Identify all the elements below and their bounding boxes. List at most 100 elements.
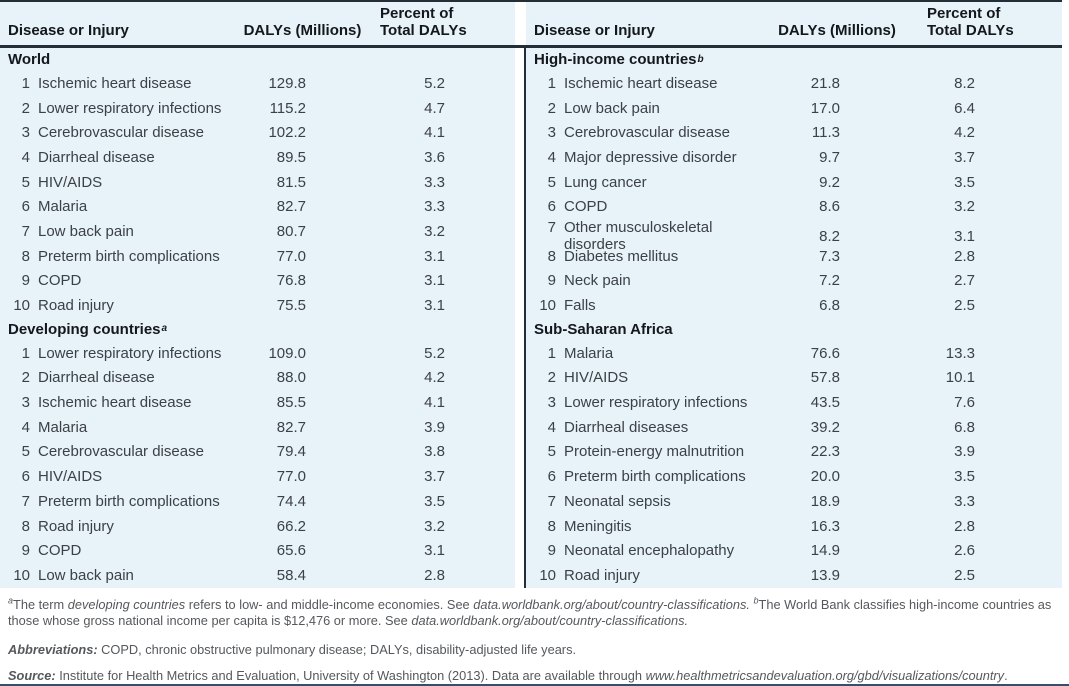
- row-dalys-value: 89.5: [276, 148, 306, 166]
- row-dalys-value: 88.0: [276, 369, 306, 387]
- row-dalys-value: 85.5: [276, 394, 306, 412]
- footnote-b-text: The World Bank classifies high-income co…: [8, 597, 1052, 628]
- footnote-b-url: data.worldbank.org/about/country-classif…: [411, 613, 689, 628]
- row-percent-value: 3.3: [954, 492, 975, 510]
- footnote-a-url: data.worldbank.org/about/country-classif…: [473, 597, 750, 612]
- row-rank: 7: [547, 219, 556, 237]
- row-disease-name: HIV/AIDS: [564, 369, 629, 387]
- row-name-cell: 2 Diarrheal disease: [0, 369, 240, 386]
- row-percent-value: 2.6: [954, 542, 975, 560]
- row-name-cell: 3 Cerebrovascular disease: [526, 124, 762, 141]
- row-name-cell: 9 Neck pain: [526, 272, 762, 289]
- row-rank: 8: [21, 247, 30, 265]
- row-percent-value: 3.1: [424, 247, 445, 265]
- row-name-cell: 3 Lower respiratory infections: [526, 394, 762, 411]
- row-disease-name: COPD: [564, 198, 608, 216]
- table-body: World 1 Ischemic heart disease 129.8 5.2 2 Low…: [0, 48, 1062, 588]
- row-percent-value: 3.9: [424, 418, 445, 436]
- row-disease-name: HIV/AIDS: [38, 173, 103, 191]
- row-percent-value: 2.8: [954, 247, 975, 265]
- row-name-cell: 8 Meningitis: [526, 518, 762, 535]
- dalys-table: Disease or Injury DALYs (Millions) Perce…: [0, 0, 1062, 590]
- panel-left: World 1 Ischemic heart disease 129.8 5.2 2 Low…: [0, 48, 515, 588]
- row-disease-name: Neonatal encephalopathy: [564, 542, 735, 560]
- header-gap: [515, 2, 526, 45]
- row-rank: 4: [547, 418, 556, 436]
- row-disease-name: Cerebrovascular disease: [38, 443, 204, 461]
- table-row: 6 HIV/AIDS 77.0 3.7: [0, 464, 515, 489]
- table-row: 1 Ischemic heart disease 129.8 5.2: [0, 71, 515, 96]
- row-percent-value: 4.1: [424, 124, 445, 142]
- row-dalys-value: 66.2: [276, 517, 306, 535]
- row-rank: 7: [547, 492, 556, 510]
- table-row: 2 Low back pain 17.0 6.4: [526, 96, 1062, 121]
- row-dalys-value: 80.7: [276, 222, 306, 240]
- section-title-sub-saharan-africa: Sub-Saharan Africa: [526, 318, 1062, 341]
- row-disease-name: Diarrheal disease: [38, 369, 155, 387]
- row-disease-name: Preterm birth complications: [564, 468, 746, 486]
- table-row: 6 COPD 8.6 3.2: [526, 194, 1062, 219]
- footnotes: aThe term developing countries refers to…: [0, 588, 1069, 684]
- row-name-cell: 10 Road injury: [526, 567, 762, 584]
- row-rank: 10: [539, 297, 556, 315]
- row-disease-name: Ischemic heart disease: [38, 74, 192, 92]
- row-dalys-value: 76.8: [276, 272, 306, 290]
- row-dalys-value: 9.2: [819, 173, 840, 191]
- row-name-cell: 5 HIV/AIDS: [0, 174, 240, 191]
- table-row: 4 Diarrheal diseases 39.2 6.8: [526, 415, 1062, 440]
- table-row: 1 Malaria 76.6 13.3: [526, 341, 1062, 366]
- row-percent-value: 5.2: [424, 74, 445, 92]
- row-disease-name: COPD: [38, 272, 82, 290]
- row-dalys-value: 81.5: [276, 173, 306, 191]
- row-rank: 4: [21, 418, 30, 436]
- section-title-text: High-income countries: [534, 51, 697, 68]
- row-disease-name: Falls: [564, 297, 596, 315]
- table-row: 5 Cerebrovascular disease 79.4 3.8: [0, 440, 515, 465]
- row-rank: 3: [21, 124, 30, 142]
- row-name-cell: 2 HIV/AIDS: [526, 369, 762, 386]
- table-row: 5 HIV/AIDS 81.5 3.3: [0, 170, 515, 195]
- table-row: 5 Protein-energy malnutrition 22.3 3.9: [526, 440, 1062, 465]
- table-row: 7 Neonatal sepsis 18.9 3.3: [526, 489, 1062, 514]
- row-percent-value: 3.1: [954, 227, 975, 245]
- row-name-cell: 8 Road injury: [0, 518, 240, 535]
- footnote-a-italic: developing countries: [67, 597, 186, 612]
- table-row: 10 Road injury 13.9 2.5: [526, 563, 1062, 588]
- row-percent-value: 3.6: [424, 148, 445, 166]
- row-disease-name: Lower respiratory infections: [38, 344, 222, 362]
- row-percent-value: 4.2: [424, 369, 445, 387]
- abbreviations-label: Abbreviations:: [8, 642, 98, 657]
- row-rank: 9: [21, 542, 30, 560]
- row-dalys-value: 9.7: [819, 148, 840, 166]
- header-rule: [0, 45, 1062, 48]
- row-name-cell: 4 Major depressive disorder: [526, 149, 762, 166]
- table-row: 2 Diarrheal disease 88.0 4.2: [0, 366, 515, 391]
- row-name-cell: 8 Preterm birth complications: [0, 248, 240, 265]
- row-percent-value: 8.2: [954, 74, 975, 92]
- row-disease-name: Preterm birth complications: [38, 492, 220, 510]
- row-name-cell: 6 COPD: [526, 198, 762, 215]
- row-percent-value: 3.8: [424, 443, 445, 461]
- row-percent-value: 3.5: [424, 492, 445, 510]
- row-name-cell: 9 COPD: [0, 272, 240, 289]
- row-name-cell: 7 Low back pain: [0, 223, 240, 240]
- section-title-text: World: [8, 51, 51, 68]
- row-dalys-value: 76.6: [810, 344, 840, 362]
- row-dalys-value: 82.7: [276, 198, 306, 216]
- section-title-developing-countries: Developing countries a: [8, 320, 168, 338]
- table-row: 3 Cerebrovascular disease 11.3 4.2: [526, 120, 1062, 145]
- row-disease-name: Road injury: [38, 297, 114, 315]
- row-dalys-value: 22.3: [810, 443, 840, 461]
- row-disease-name: Neonatal sepsis: [564, 492, 671, 510]
- row-dalys-value: 74.4: [276, 492, 306, 510]
- source-text: Institute for Health Metrics and Evaluat…: [55, 668, 646, 683]
- row-disease-name: Diarrheal disease: [38, 148, 155, 166]
- percent-header-line2: Total DALYs: [927, 22, 1014, 40]
- row-rank: 10: [13, 297, 30, 315]
- row-dalys-value: 14.9: [810, 542, 840, 560]
- table-row: 7 Preterm birth complications 74.4 3.5: [0, 489, 515, 514]
- row-name-cell: 9 Neonatal encephalopathy: [526, 542, 762, 559]
- row-disease-name: Lung cancer: [564, 173, 647, 191]
- table-row: 8 Road injury 66.2 3.2: [0, 514, 515, 539]
